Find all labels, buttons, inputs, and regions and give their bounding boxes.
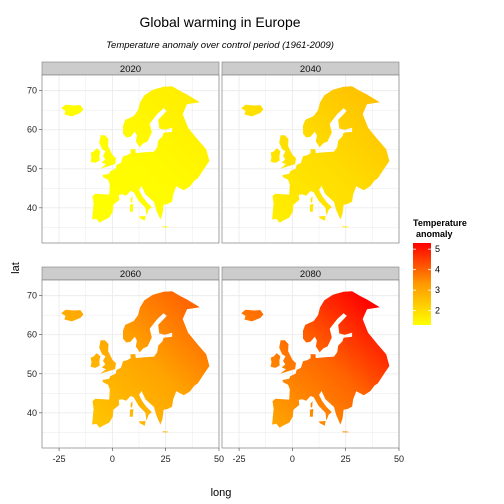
x-tick-label: 50 — [214, 454, 224, 464]
map-region — [318, 421, 326, 426]
map-region — [138, 216, 146, 221]
map-region — [342, 431, 349, 433]
map-region — [162, 226, 169, 228]
map-region — [309, 203, 314, 212]
facet-panel-2060: 2060 — [41, 266, 220, 449]
legend-tick-label: 3 — [435, 285, 440, 295]
map-region — [309, 408, 314, 417]
y-tick-label: 70 — [27, 291, 37, 301]
x-tick-label: 0 — [290, 454, 295, 464]
y-tick-label: 50 — [27, 369, 37, 379]
map-region — [129, 203, 134, 212]
panel-border — [221, 74, 400, 244]
x-tick-label: -25 — [53, 454, 66, 464]
map-europe — [61, 291, 210, 433]
map-region — [318, 216, 326, 221]
map-region — [162, 431, 169, 433]
map-region — [61, 104, 84, 117]
y-axis: 40 50 60 70 40 50 60 70 — [27, 86, 42, 418]
map-region — [241, 309, 264, 322]
x-tick-label: 25 — [341, 454, 351, 464]
facet-panel-2080: 2080 — [221, 266, 400, 449]
panel-border — [221, 279, 400, 449]
map-region — [270, 148, 281, 163]
facet-strip-label: 2060 — [120, 269, 141, 280]
map-region — [342, 226, 349, 228]
x-tick-label: 25 — [161, 454, 171, 464]
map-region — [241, 104, 264, 117]
facet-strip-label: 2020 — [120, 64, 141, 75]
legend-tick-label: 2 — [435, 306, 440, 316]
x-axis: -25 0 25 50 -25 0 25 50 — [53, 448, 404, 464]
legend-tick-label: 4 — [435, 265, 440, 275]
chart-subtitle: Temperature anomaly over control period … — [106, 40, 334, 51]
map-region — [92, 86, 210, 223]
facet-panel-2040: 2040 — [221, 61, 400, 244]
map-europe — [61, 86, 210, 228]
y-tick-label: 40 — [27, 408, 37, 418]
legend-tick-label: 5 — [435, 244, 440, 254]
map-europe — [241, 86, 390, 228]
map-region — [92, 291, 210, 428]
map-region — [61, 309, 84, 322]
legend-ticks: 2 3 4 5 — [413, 244, 440, 316]
map-region — [90, 148, 101, 163]
map-region — [90, 353, 101, 368]
map-region — [310, 401, 313, 408]
map-region — [270, 353, 281, 368]
legend: Temperature anomaly 2 3 4 5 — [413, 218, 467, 325]
map-region — [99, 135, 116, 169]
panel-border — [41, 279, 220, 449]
map-region — [272, 291, 390, 428]
map-region — [99, 340, 116, 374]
y-axis-title: lat — [10, 262, 22, 274]
map-region — [130, 196, 133, 203]
map-region — [279, 135, 296, 169]
panel-border — [41, 74, 220, 244]
legend-colorbar — [413, 243, 431, 325]
y-tick-label: 60 — [27, 330, 37, 340]
legend-title-line-1: Temperature — [413, 218, 467, 228]
map-region — [130, 401, 133, 408]
x-tick-label: -25 — [233, 454, 246, 464]
map-region — [129, 408, 134, 417]
facet-panels: 2020 2040 2060 2080 — [41, 61, 400, 449]
chart-title: Global warming in Europe — [139, 14, 300, 30]
map-region — [310, 196, 313, 203]
facet-panel-2020: 2020 — [41, 61, 220, 244]
y-tick-label: 70 — [27, 86, 37, 96]
y-tick-label: 40 — [27, 203, 37, 213]
facet-strip-label: 2080 — [300, 269, 321, 280]
map-region — [279, 340, 296, 374]
y-tick-label: 50 — [27, 164, 37, 174]
map-europe — [241, 291, 390, 433]
x-axis-title: long — [211, 487, 232, 499]
y-tick-label: 60 — [27, 125, 37, 135]
facet-strip-label: 2040 — [300, 64, 321, 75]
map-region — [272, 86, 390, 223]
x-tick-label: 50 — [394, 454, 404, 464]
legend-title-line-2: anomaly — [416, 229, 453, 239]
x-tick-label: 0 — [110, 454, 115, 464]
map-region — [138, 421, 146, 426]
